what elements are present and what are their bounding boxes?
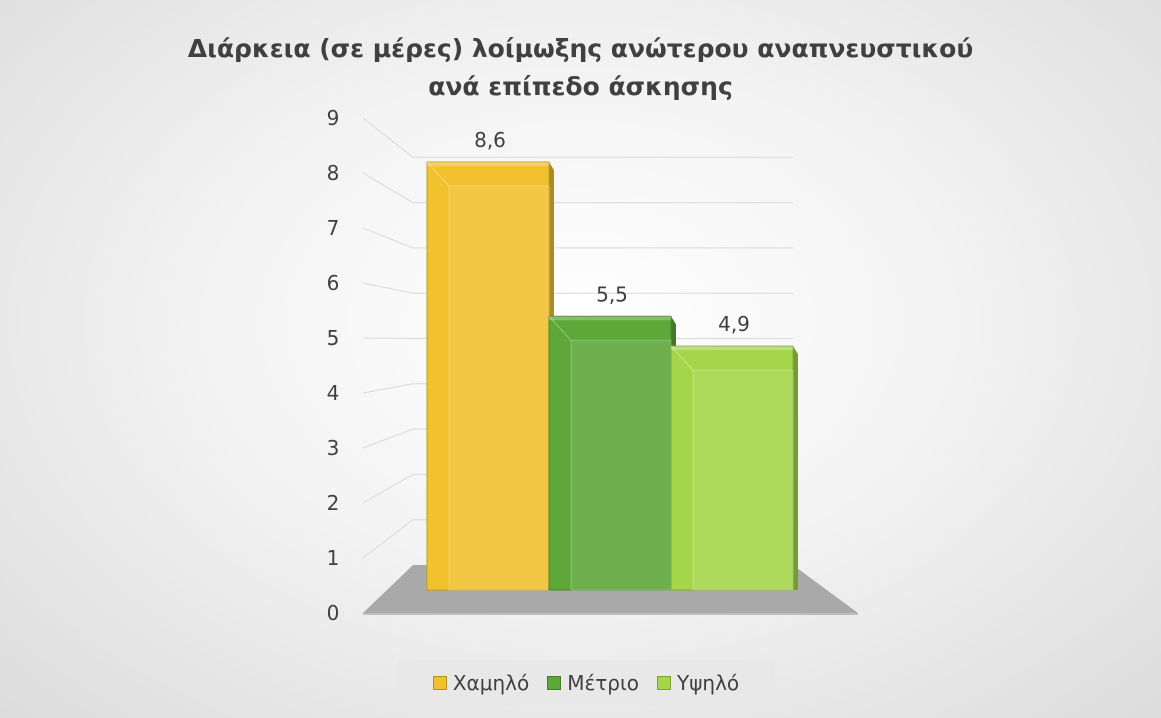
chart-title-line-1: Διάρκεια (σε μέρες) λοίμωξης ανώτερου αν… xyxy=(187,34,974,63)
gridline-side xyxy=(362,282,414,294)
bar-top-highlight xyxy=(671,346,793,351)
bar-inner-panel xyxy=(570,339,672,591)
y-tick-label: 9 xyxy=(327,106,340,130)
gridline-side xyxy=(362,383,414,394)
bar-3 xyxy=(670,345,798,591)
y-tick-label: 6 xyxy=(327,271,340,295)
legend-label-medium: Μέτριο xyxy=(567,671,639,695)
gridline-side xyxy=(362,428,414,449)
bar-front-face xyxy=(426,161,550,591)
y-tick-label: 3 xyxy=(327,436,340,460)
gridline-side xyxy=(362,227,414,249)
gridline-side xyxy=(362,172,414,204)
bar-edge xyxy=(670,345,694,371)
legend-swatch-low xyxy=(432,676,447,690)
legend-swatch-high xyxy=(657,676,671,690)
bar-edge xyxy=(548,315,572,341)
chart-bars-group xyxy=(426,161,798,591)
data-label-1: 8,6 xyxy=(474,128,506,152)
bar-2 xyxy=(548,315,676,591)
bar-front-face xyxy=(670,345,794,591)
bar-top-highlight xyxy=(427,162,549,166)
legend-label-low: Χαμηλό xyxy=(452,671,530,695)
bar-edge xyxy=(426,161,450,187)
legend-swatch-medium xyxy=(547,676,562,690)
y-tick-label: 8 xyxy=(327,161,340,185)
data-label-3: 4,9 xyxy=(718,312,750,336)
y-axis-ticks-group: 0 1 2 3 4 5 6 7 8 9 xyxy=(327,106,340,625)
gridline-side xyxy=(362,117,414,158)
legend-item-medium: Μέτριο xyxy=(547,671,639,695)
chart-legend: Χαμηλό Μέτριο Υψηλό xyxy=(397,660,775,706)
y-tick-label: 4 xyxy=(327,381,340,405)
bar-inner-panel xyxy=(448,185,550,591)
bar-1 xyxy=(426,161,554,591)
data-labels-group: 8,6 5,5 4,9 xyxy=(474,128,750,336)
bar-top-highlight xyxy=(549,316,671,321)
chart-title: Διάρκεια (σε μέρες) λοίμωξης ανώτερου αν… xyxy=(0,30,1161,106)
legend-item-low: Χαμηλό xyxy=(432,671,530,695)
y-tick-label: 2 xyxy=(327,491,340,515)
legend-label-high: Υψηλό xyxy=(677,671,740,695)
y-tick-label: 5 xyxy=(327,326,340,350)
data-label-2: 5,5 xyxy=(596,282,628,306)
y-tick-label: 7 xyxy=(327,216,340,240)
legend-item-high: Υψηλό xyxy=(657,671,739,695)
chart-title-line-2: ανά επίπεδο άσκησης xyxy=(428,72,733,101)
gridline-side xyxy=(362,473,414,504)
gridline-side xyxy=(362,519,414,559)
y-tick-label: 0 xyxy=(327,601,340,625)
bar-inner-panel xyxy=(692,369,794,591)
bar-side-face xyxy=(793,346,798,590)
gridline-side xyxy=(362,337,414,339)
y-tick-label: 1 xyxy=(327,546,340,570)
